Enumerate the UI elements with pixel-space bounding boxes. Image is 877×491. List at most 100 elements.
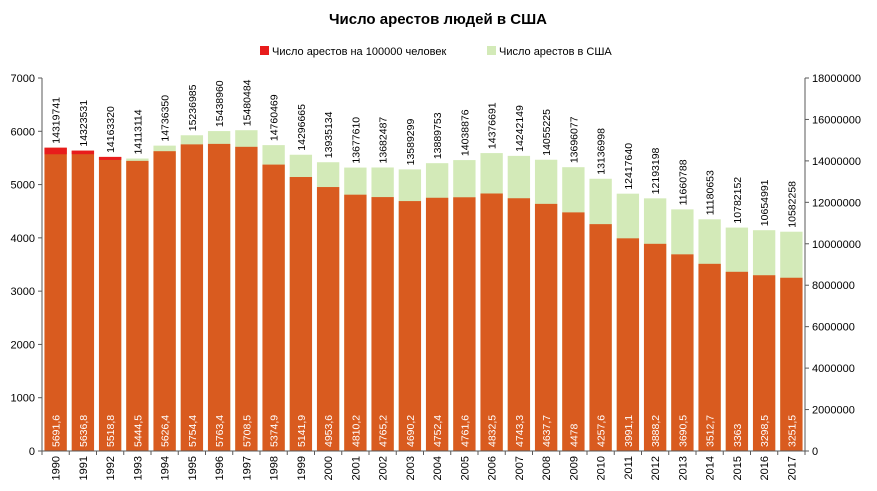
year-label-1994: 1994	[160, 456, 172, 480]
rate-bar-2007	[507, 198, 531, 451]
total-label-2013: 11660788	[677, 159, 689, 205]
left-tick-label-2000: 2000	[11, 339, 35, 351]
year-label-1990: 1990	[51, 456, 63, 480]
legend-label-total: Число арестов в США	[499, 46, 612, 58]
year-label-2007: 2007	[514, 456, 526, 480]
rate-label-1991: 5636,8	[78, 415, 90, 447]
rate-label-1994: 5626,4	[160, 415, 172, 447]
rate-label-1998: 5374,9	[269, 415, 281, 447]
rate-bars	[44, 143, 803, 452]
total-label-1993: 14113114	[132, 109, 144, 154]
left-tick-label-6000: 6000	[11, 126, 35, 138]
total-label-2011: 12417640	[623, 143, 635, 190]
total-label-1992: 14163320	[105, 106, 117, 153]
year-labels: 1990 1991 1992 1993 1994 1995 1996 1997 1998 1999…	[51, 456, 799, 480]
rate-labels: 5691,6 5636,8 5518,8 5444,5 5626,4 5754,4 5763…	[51, 415, 799, 447]
rate-bar-2014	[698, 263, 721, 451]
rate-label-1990: 5691,6	[51, 415, 63, 447]
rate-label-2015: 3363	[732, 423, 744, 447]
year-label-1999: 1999	[296, 456, 308, 480]
right-tick-label-10000000: 10000000	[812, 239, 861, 251]
total-label-1990: 14319741	[51, 97, 63, 144]
total-label-2005: 14038876	[459, 109, 471, 156]
rate-label-2013: 3690,5	[677, 415, 689, 447]
rate-bar-1991	[71, 150, 95, 451]
left-tick-label-7000: 7000	[11, 73, 35, 85]
rate-label-1999: 5141,9	[296, 415, 308, 447]
legend-swatch-rate	[260, 46, 269, 55]
total-label-1991: 14323531	[78, 100, 90, 147]
rate-bar-1995	[180, 144, 204, 451]
year-label-1991: 1991	[78, 456, 90, 480]
total-label-2015: 10782152	[732, 177, 744, 224]
rate-bar-2004	[425, 197, 449, 451]
total-label-2002: 13682487	[378, 117, 390, 164]
left-tick-label-4000: 4000	[11, 233, 35, 245]
legend-swatch-total	[487, 46, 496, 55]
total-label-2010: 13136998	[596, 128, 608, 175]
rate-label-2009: 4478	[568, 423, 580, 447]
rate-bar-2006	[480, 193, 503, 452]
rate-label-1993: 5444,5	[132, 415, 144, 447]
right-tick-label-16000000: 16000000	[812, 114, 861, 126]
total-label-2003: 13589299	[405, 119, 417, 166]
total-label-2000: 13935134	[323, 111, 335, 158]
rate-label-2004: 4752,4	[432, 415, 444, 447]
total-label-2001: 13677610	[350, 117, 362, 164]
rate-label-2002: 4765,2	[378, 415, 390, 447]
rate-bar-1999	[289, 177, 313, 451]
right-tick-label-2000000: 2000000	[812, 405, 855, 417]
year-label-1993: 1993	[132, 456, 144, 480]
year-label-1992: 1992	[105, 456, 117, 480]
year-label-2017: 2017	[786, 456, 798, 480]
rate-bar-1997	[235, 146, 258, 452]
right-tick-label-12000000: 12000000	[812, 197, 861, 209]
year-label-1995: 1995	[187, 456, 199, 480]
rate-bar-top-1992	[98, 156, 122, 160]
year-label-2001: 2001	[350, 456, 362, 480]
rate-bar-top-1991	[71, 150, 95, 155]
year-label-2014: 2014	[705, 456, 717, 480]
total-label-2004: 13889753	[432, 112, 444, 159]
rate-label-1992: 5518,8	[105, 415, 117, 447]
rate-label-2012: 3888,2	[650, 415, 662, 447]
rate-bar-1992	[98, 156, 122, 451]
chart-title: Число арестов людей в США	[329, 11, 547, 28]
rate-bar-1993	[126, 160, 149, 451]
right-tick-label-8000000: 8000000	[812, 280, 855, 292]
total-label-1998: 14760469	[269, 94, 281, 141]
rate-bar-2009	[562, 212, 585, 451]
total-label-2012: 12193198	[650, 147, 662, 194]
rate-label-1997: 5708,5	[241, 415, 253, 447]
year-label-1997: 1997	[241, 456, 253, 480]
rate-bar-1996	[207, 143, 231, 451]
rate-bar-2008	[534, 203, 558, 451]
legend: Число арестов на 100000 человек Число ар…	[260, 46, 612, 58]
total-label-2016: 10654991	[759, 179, 771, 226]
year-label-2012: 2012	[650, 456, 662, 480]
year-label-1998: 1998	[269, 456, 281, 480]
rate-label-2006: 4832,5	[487, 415, 499, 447]
left-tick-label-1000: 1000	[11, 393, 35, 405]
total-label-2009: 13696077	[568, 116, 580, 163]
rate-label-2011: 3991,1	[623, 415, 635, 447]
rate-bar-2002	[371, 197, 394, 451]
rate-bar-2001	[344, 194, 367, 451]
total-label-1999: 14296665	[296, 104, 308, 151]
rate-bar-1990	[44, 147, 67, 451]
total-arrests-labels: 14319741 14323531 14163320 14113114 14736350…	[51, 79, 799, 227]
rate-label-1995: 5754,4	[187, 415, 199, 447]
year-label-2005: 2005	[459, 456, 471, 480]
rate-label-2010: 4257,6	[596, 415, 608, 447]
year-label-2008: 2008	[541, 456, 553, 480]
total-label-1996: 15438960	[214, 80, 226, 127]
year-label-2000: 2000	[323, 456, 335, 480]
year-label-2003: 2003	[405, 456, 417, 480]
right-tick-label-14000000: 14000000	[812, 156, 861, 168]
year-label-2016: 2016	[759, 456, 771, 480]
total-label-1995: 15236985	[187, 84, 199, 131]
total-label-1994: 14736350	[160, 95, 172, 142]
right-tick-label-6000000: 6000000	[812, 322, 855, 334]
rate-label-2000: 4953,6	[323, 415, 335, 447]
